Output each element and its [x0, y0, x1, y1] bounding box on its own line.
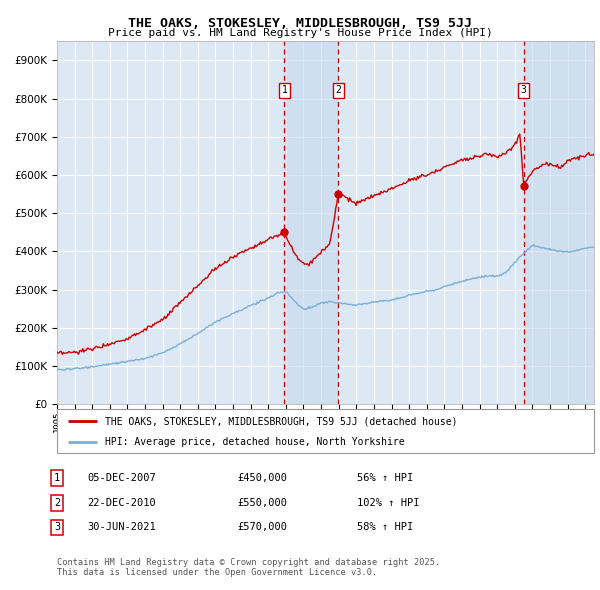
Text: THE OAKS, STOKESLEY, MIDDLESBROUGH, TS9 5JJ (detached house): THE OAKS, STOKESLEY, MIDDLESBROUGH, TS9 … [106, 417, 458, 426]
Text: 1: 1 [54, 473, 60, 483]
Text: 2: 2 [54, 498, 60, 507]
Text: Price paid vs. HM Land Registry's House Price Index (HPI): Price paid vs. HM Land Registry's House … [107, 28, 493, 38]
Text: £550,000: £550,000 [237, 498, 287, 507]
Text: 3: 3 [54, 523, 60, 532]
Bar [524, 41, 594, 404]
FancyBboxPatch shape [57, 409, 594, 453]
Text: 05-DEC-2007: 05-DEC-2007 [87, 473, 156, 483]
Text: HPI: Average price, detached house, North Yorkshire: HPI: Average price, detached house, Nort… [106, 437, 405, 447]
Text: £570,000: £570,000 [237, 523, 287, 532]
Text: 56% ↑ HPI: 56% ↑ HPI [357, 473, 413, 483]
Text: 3: 3 [521, 86, 527, 95]
Text: Contains HM Land Registry data © Crown copyright and database right 2025.
This d: Contains HM Land Registry data © Crown c… [57, 558, 440, 577]
Text: £450,000: £450,000 [237, 473, 287, 483]
Text: 102% ↑ HPI: 102% ↑ HPI [357, 498, 419, 507]
Text: 22-DEC-2010: 22-DEC-2010 [87, 498, 156, 507]
Text: 2: 2 [335, 86, 341, 95]
Text: 30-JUN-2021: 30-JUN-2021 [87, 523, 156, 532]
Bar [284, 41, 338, 404]
Text: 1: 1 [281, 86, 287, 95]
Text: 58% ↑ HPI: 58% ↑ HPI [357, 523, 413, 532]
Text: THE OAKS, STOKESLEY, MIDDLESBROUGH, TS9 5JJ: THE OAKS, STOKESLEY, MIDDLESBROUGH, TS9 … [128, 17, 472, 30]
